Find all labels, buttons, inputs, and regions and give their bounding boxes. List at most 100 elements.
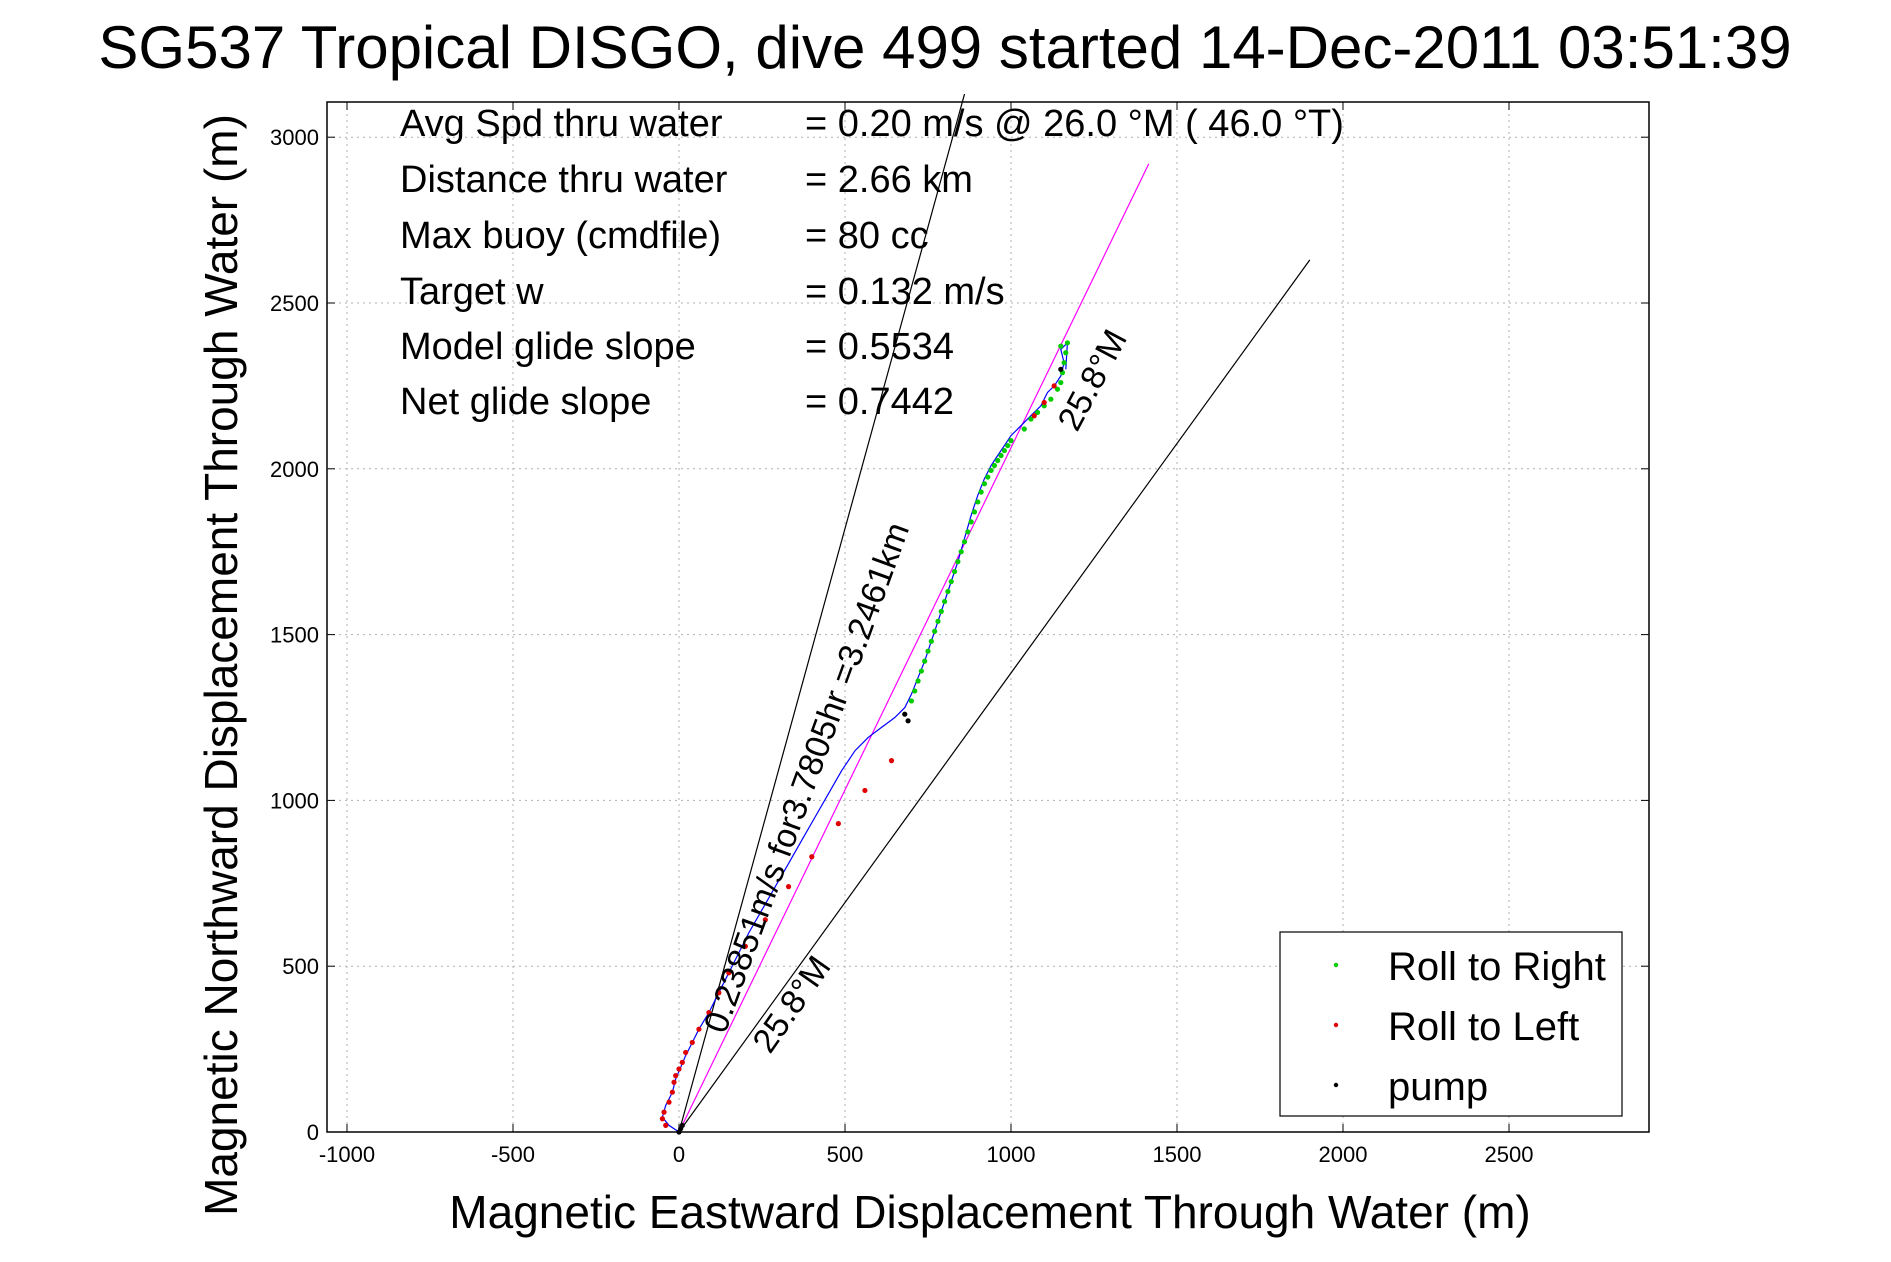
- info-label-model-glide: Model glide slope: [400, 326, 696, 368]
- y-tick-label: 2000: [270, 457, 319, 482]
- legend-label-pump: pump: [1388, 1065, 1488, 1109]
- legend-marker-roll-right: [1333, 962, 1339, 968]
- legend: Roll to Right Roll to Left pump: [1279, 931, 1623, 1117]
- x-axis-label: Magnetic Eastward Displacement Through W…: [449, 1186, 1530, 1238]
- pump-point: [902, 711, 908, 717]
- y-tick-label: 1000: [270, 788, 319, 813]
- roll-left-point: [862, 787, 868, 794]
- roll-right-point: [932, 628, 938, 634]
- roll-right-point: [955, 559, 961, 565]
- roll-right-point: [971, 509, 978, 515]
- roll-right-point: [945, 588, 951, 595]
- info-value-distance: = 2.66 km: [805, 159, 973, 201]
- roll-left-point: [888, 758, 895, 764]
- info-label-net-glide: Net glide slope: [400, 381, 651, 423]
- roll-right-point: [912, 688, 918, 694]
- roll-right-point: [961, 539, 968, 545]
- roll-right-point: [978, 489, 984, 495]
- roll-left-point: [742, 943, 749, 949]
- points-layer: [659, 340, 1071, 1135]
- roll-right-point: [948, 578, 954, 585]
- roll-left-point: [1051, 383, 1057, 389]
- roll-right-point: [1001, 447, 1007, 454]
- roll-right-point: [938, 608, 944, 614]
- info-block: Avg Spd thru water = 0.20 m/s @ 26.0 °M …: [400, 103, 1344, 423]
- roll-right-point: [975, 499, 981, 505]
- legend-marker-roll-left: [1333, 1022, 1339, 1028]
- roll-right-point: [915, 678, 921, 684]
- roll-right-point: [1048, 396, 1054, 402]
- roll-right-point: [1054, 386, 1061, 392]
- pump-point: [679, 1122, 685, 1128]
- roll-right-point: [1061, 360, 1067, 366]
- course-line: [678, 163, 1150, 1133]
- roll-left-point: [1031, 413, 1037, 419]
- roll-right-point: [1008, 438, 1014, 444]
- roll-left-point: [676, 1066, 682, 1072]
- roll-left-point: [683, 1049, 689, 1056]
- roll-right-point: [1058, 379, 1064, 386]
- x-tick-label: 1000: [987, 1142, 1036, 1167]
- y-tick-label: 500: [282, 954, 319, 979]
- roll-right-point: [925, 648, 931, 654]
- roll-right-point: [981, 481, 988, 487]
- roll-left-point: [679, 1059, 685, 1065]
- roll-left-point: [1041, 399, 1047, 406]
- roll-left-point: [673, 1073, 679, 1079]
- info-value-max-buoy: = 80 cc: [805, 215, 929, 257]
- roll-right-point: [958, 549, 964, 555]
- info-label-distance: Distance thru water: [400, 159, 728, 201]
- roll-right-point: [988, 467, 994, 474]
- x-ticks: -1000 -500 0 500 1000 1500 2000 2500: [319, 102, 1534, 1167]
- roll-left-point: [785, 884, 792, 890]
- roll-right-point: [1063, 350, 1069, 356]
- roll-right-point: [1021, 426, 1027, 432]
- y-tick-label: 0: [307, 1120, 319, 1145]
- pump-point: [1058, 366, 1064, 372]
- info-value-avg-speed: = 0.20 m/s @ 26.0 °M ( 46.0 °T): [805, 103, 1344, 145]
- roll-right-point: [1064, 340, 1071, 346]
- roll-left-point: [663, 1122, 669, 1128]
- y-tick-label: 3000: [270, 125, 319, 150]
- roll-right-point: [942, 598, 948, 605]
- roll-left-point: [659, 1116, 666, 1122]
- roll-left-point: [762, 917, 768, 923]
- roll-right-point: [908, 698, 915, 704]
- roll-right-point: [1028, 416, 1034, 422]
- roll-left-point: [669, 1089, 675, 1095]
- roll-right-point: [928, 638, 934, 644]
- x-tick-label: 0: [673, 1142, 685, 1167]
- roll-left-point: [835, 821, 841, 827]
- wedge-left: [678, 93, 966, 1133]
- y-ticks: 0 500 1000 1500 2000 2500 3000: [270, 125, 1649, 1145]
- roll-right-point: [998, 452, 1004, 459]
- info-value-model-glide: = 0.5534: [805, 326, 954, 368]
- y-tick-label: 1500: [270, 623, 319, 648]
- info-value-net-glide: = 0.7442: [805, 381, 954, 423]
- roll-right-point: [935, 618, 941, 624]
- pump-point: [905, 718, 911, 724]
- track-line: [661, 341, 1069, 1133]
- x-tick-label: 2500: [1485, 1142, 1534, 1167]
- roll-right-point: [1034, 409, 1041, 416]
- chart-title: SG537 Tropical DISGO, dive 499 started 1…: [98, 14, 1791, 81]
- y-tick-label: 2500: [270, 291, 319, 316]
- roll-right-point: [951, 568, 958, 575]
- wedge-right: [678, 259, 1311, 1133]
- roll-left-point: [671, 1079, 677, 1085]
- roll-left-point: [716, 990, 722, 996]
- x-tick-label: 2000: [1319, 1142, 1368, 1167]
- roll-right-point: [991, 462, 998, 469]
- y-axis-label: Magnetic Northward Displacement Through …: [195, 114, 247, 1216]
- roll-right-point: [918, 668, 924, 674]
- roll-right-point: [968, 519, 974, 525]
- legend-label-roll-right: Roll to Right: [1388, 945, 1606, 989]
- track-layer: [661, 341, 1069, 1133]
- x-tick-label: 500: [827, 1142, 864, 1167]
- roll-left-point: [666, 1099, 672, 1105]
- roll-left-point: [706, 1010, 712, 1016]
- roll-right-point: [965, 529, 971, 535]
- legend-label-roll-left: Roll to Left: [1388, 1005, 1579, 1049]
- roll-left-point: [689, 1039, 695, 1046]
